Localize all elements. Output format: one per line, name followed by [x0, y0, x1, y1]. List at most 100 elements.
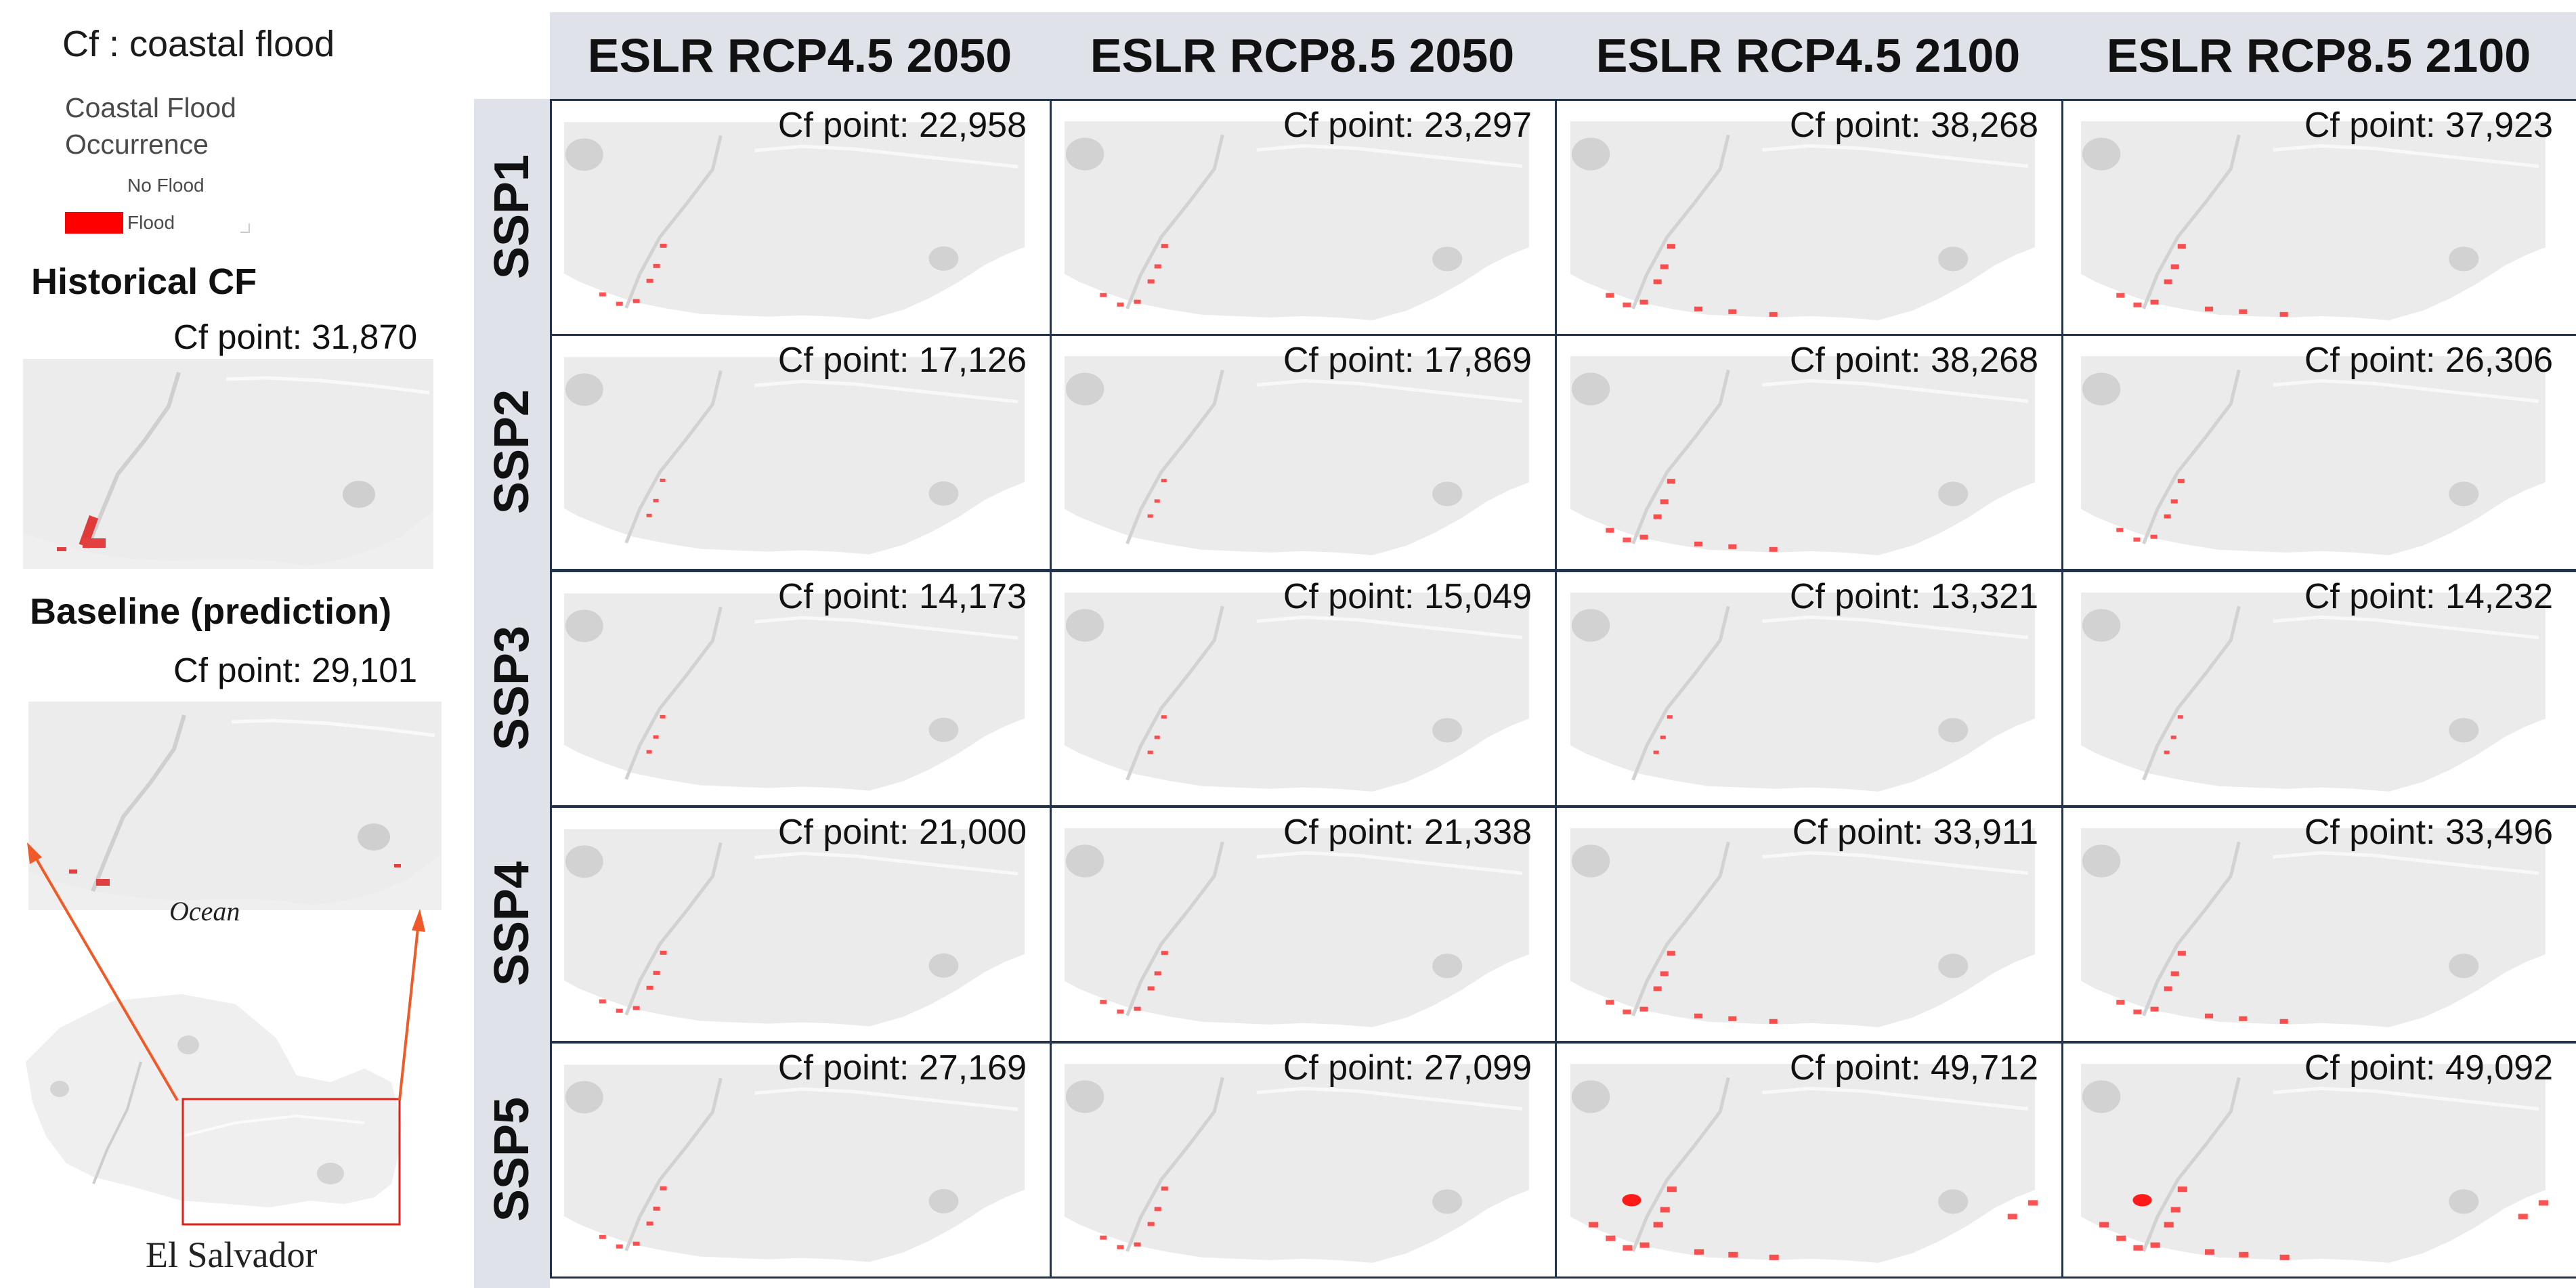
flood-spot — [1161, 715, 1167, 719]
cf-point-label: Cf point: 49,092 — [2304, 1048, 2553, 1088]
flood-spot — [646, 278, 653, 283]
flood-spot — [646, 513, 652, 517]
flood-map — [563, 122, 1025, 320]
scenario-grid: ESLR RCP4.5 2050 ESLR RCP8.5 2050 ESLR RCP… — [474, 12, 2576, 1288]
flood-spot — [2164, 750, 2170, 754]
flood-spot — [653, 735, 659, 739]
flood-spot — [2205, 1249, 2215, 1255]
flood-spot — [1639, 299, 1648, 305]
river-line — [1631, 1077, 1730, 1252]
flood-spot — [1660, 735, 1666, 739]
land-area — [1570, 593, 2035, 792]
row-header-label: SSP3 — [485, 625, 539, 750]
land-area — [1570, 1064, 2035, 1263]
lake — [1432, 953, 1463, 979]
flood-spot — [1667, 951, 1675, 956]
flood-spot — [653, 498, 659, 502]
flood-spot — [2164, 279, 2172, 284]
flood-map — [2080, 828, 2546, 1027]
river-line — [624, 606, 723, 780]
land-area — [1064, 121, 1529, 320]
land-area — [563, 1065, 1025, 1262]
lake — [2449, 1189, 2479, 1214]
flood-spot — [2116, 1235, 2126, 1241]
flood-spot — [632, 1241, 640, 1246]
flood-map — [2080, 1064, 2548, 1263]
flood-spot — [1623, 1245, 1633, 1251]
flood-spot — [1769, 1018, 1778, 1024]
flood-spot — [1606, 293, 1614, 298]
border-line — [2273, 379, 2539, 404]
ocean-label: Ocean — [169, 896, 240, 926]
flood-spot — [2170, 264, 2179, 270]
row-header-band — [474, 99, 550, 1288]
flood-spot — [2177, 951, 2186, 956]
flood-map — [2080, 593, 2546, 792]
lake — [928, 717, 959, 742]
flood-spot — [1161, 479, 1167, 483]
historical-map-drawing — [23, 359, 433, 566]
land-area — [2080, 1064, 2546, 1263]
flood-spot — [2205, 306, 2214, 312]
border-line — [1256, 851, 1523, 876]
flood-spot — [1728, 1251, 1738, 1258]
flood-spot — [599, 1235, 606, 1239]
flood-map — [563, 829, 1025, 1027]
border-line — [2273, 144, 2539, 169]
legend-title-line2: Occurrence — [65, 129, 209, 160]
lake — [2449, 718, 2479, 743]
land-area — [2080, 828, 2546, 1027]
lake — [565, 1081, 603, 1114]
baseline-map-drawing — [28, 702, 442, 905]
flood-spot — [660, 243, 667, 248]
river-line — [1125, 369, 1224, 544]
lake — [1432, 718, 1463, 743]
lake — [1938, 246, 1969, 272]
baseline-map — [28, 702, 442, 910]
lake — [1571, 137, 1610, 171]
flood-map — [1064, 356, 1529, 555]
scenario-cell: Cf point: 14,232 — [2061, 570, 2576, 807]
flood-spot — [1100, 1235, 1107, 1240]
cf-point-label: Cf point: 14,232 — [2304, 577, 2553, 616]
lake — [928, 481, 959, 506]
flood-spot — [1769, 1254, 1779, 1260]
scenario-cell: Cf point: 49,712 — [1555, 1042, 2063, 1279]
land-area — [2080, 593, 2546, 792]
land-area — [1064, 356, 1529, 555]
flood-map — [1570, 1064, 2038, 1263]
lake — [2082, 137, 2121, 171]
scenario-cell: Cf point: 21,000 — [550, 806, 1052, 1043]
lake — [1938, 481, 1969, 507]
cf-point-label: Cf point: 21,338 — [1283, 813, 1532, 852]
flood-spot — [1623, 537, 1631, 542]
land-area — [1570, 121, 2035, 320]
flood-map — [1064, 828, 1529, 1027]
lake — [2082, 1080, 2121, 1113]
flood-spot — [1694, 1249, 1704, 1255]
flood-map — [1570, 593, 2035, 792]
legend-label: Flood — [127, 212, 175, 233]
abbreviation-note: Cf : coastal flood — [62, 24, 335, 64]
lake — [1432, 246, 1463, 272]
flood-spot — [2164, 514, 2171, 519]
river-line — [624, 135, 723, 309]
cf-point-label: Cf point: 38,268 — [1789, 106, 2038, 145]
el-salvador-drawing — [26, 994, 402, 1226]
scenario-cell: Cf point: 33,496 — [2061, 806, 2576, 1043]
cf-point-label: Cf point: 37,923 — [2304, 106, 2553, 145]
flood-map — [2080, 121, 2546, 320]
legend-frame-corner — [240, 223, 250, 233]
flood-spot — [1154, 499, 1160, 503]
flood-spot — [1117, 302, 1124, 307]
flood-spot — [1622, 1194, 1641, 1207]
flood-spot — [1154, 264, 1161, 269]
flood-spot — [1117, 1009, 1124, 1014]
flood-spot — [653, 1206, 660, 1211]
historical-map — [23, 359, 433, 569]
column-header: ESLR RCP8.5 2100 — [2106, 29, 2531, 82]
scenario-cell: Cf point: 27,099 — [1050, 1042, 1557, 1279]
legend-item-no-flood: No Flood — [65, 172, 205, 199]
flood-spot — [1694, 1013, 1703, 1018]
flood-spot — [1100, 1000, 1107, 1004]
